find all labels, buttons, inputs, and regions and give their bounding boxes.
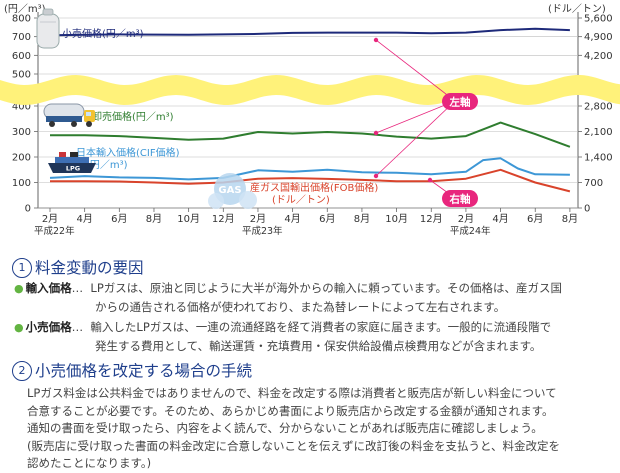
term-separator: … bbox=[71, 281, 84, 295]
left-tick-label: 700 bbox=[12, 32, 31, 43]
lpg-ship-label: LPG bbox=[66, 165, 80, 173]
x-era-label: 平成22年 bbox=[34, 225, 75, 237]
right-tick-label: 0 bbox=[584, 204, 590, 215]
procedure-text: LPガス料金は公共料金ではありませんので、料金を改定する際は消費者と販売店が新し… bbox=[27, 385, 560, 473]
x-tick-label: 4月 bbox=[492, 213, 508, 225]
left-tick-label: 600 bbox=[12, 51, 31, 62]
right-unit-label: (ドル／トン) bbox=[548, 3, 606, 15]
x-tick-label: 4月 bbox=[76, 213, 92, 225]
right-tick-label: 1,400 bbox=[584, 153, 613, 164]
section-title-text: 小売価格を改定する場合の手続 bbox=[35, 362, 253, 380]
term-line: 発生する費用として、輸送運賃・充填費用・保安供給設備点検費用などが含まれます。 bbox=[95, 339, 542, 353]
callout-dots bbox=[373, 37, 433, 183]
x-tick-label: 6月 bbox=[111, 213, 127, 225]
right-axis-callout-text: 右軸 bbox=[449, 193, 471, 206]
right-tick-label: 2,100 bbox=[584, 127, 613, 138]
series-lines bbox=[49, 27, 571, 193]
right-tick-labels: 0 700 1,400 2,100 2,800 4,200 4,900 5,600 bbox=[584, 14, 613, 215]
series-label-0: 小売価格(円／m³) bbox=[62, 27, 144, 40]
gas-cylinder-icon bbox=[36, 8, 60, 49]
x-tick-label: 6月 bbox=[319, 213, 335, 225]
series-line-2 bbox=[49, 157, 570, 181]
x-era-label: 平成24年 bbox=[450, 225, 491, 237]
term-import-price: ● 輸入価格… LPガスは、原油と同じように大半が海外からの輸入に頼っています。そ… bbox=[14, 279, 562, 317]
x-tick-label: 2月 bbox=[458, 213, 474, 225]
series-label-3: 産ガス国輸出価格(FOB価格) (ドル／トン) bbox=[250, 181, 378, 206]
bullet-icon: ● bbox=[14, 282, 24, 295]
right-axis-callout: 右軸 bbox=[442, 190, 478, 207]
procedure-line: 合意することが必要です。そのため、あらかじめ書面により販売店から改定する金額が通… bbox=[27, 403, 554, 418]
term-retail-price: ● 小売価格… 輸入したLPガスは、一連の流通経路を経て消費者の家庭に届きます。一… bbox=[14, 318, 551, 356]
series-labels: 小売価格(円／m³) 卸売価格(円／m³) 日本輸入価格(CIF価格) (円／m³) 産… bbox=[62, 27, 378, 206]
left-tick-label: 800 bbox=[12, 14, 31, 25]
right-tick-label: 700 bbox=[584, 178, 603, 189]
left-tick-label: 200 bbox=[12, 153, 31, 164]
price-chart: (円／m³) (ドル／トン) 0 100 200 300 400 500 600 700 800… bbox=[0, 3, 620, 237]
gas-bubble-icon: GAS bbox=[208, 173, 257, 209]
x-tick-label: 4月 bbox=[284, 213, 300, 225]
right-tick-label: 4,200 bbox=[584, 51, 613, 62]
series-label-1: 卸売価格(円／m³) bbox=[92, 110, 174, 123]
bullet-icon: ● bbox=[14, 321, 24, 334]
section-number: 1 bbox=[12, 258, 32, 278]
tanker-truck-icon bbox=[43, 103, 95, 127]
series-line-1 bbox=[50, 121, 571, 148]
x-tick-label: 8月 bbox=[562, 213, 578, 225]
gas-bubble-label: GAS bbox=[218, 185, 241, 196]
x-tick-label: 8月 bbox=[354, 213, 370, 225]
procedure-line: LPガス料金は公共料金ではありませんので、料金を改定する際は消費者と販売店が新し… bbox=[27, 386, 557, 400]
series-line-3 bbox=[50, 168, 571, 193]
term-line: からの通告される価格が使われており、また為替レートによって左右されます。 bbox=[95, 300, 506, 314]
x-tick-label: 12月 bbox=[212, 213, 235, 225]
right-tick-label: 4,900 bbox=[584, 32, 613, 43]
term-label: 小売価格 bbox=[25, 320, 72, 334]
x-tick-label: 2月 bbox=[250, 213, 266, 225]
x-tick-label: 8月 bbox=[146, 213, 162, 225]
series-line-0 bbox=[49, 27, 570, 37]
term-line: 輸入したLPガスは、一連の流通経路を経て消費者の家庭に届きます。一般的に流通段階… bbox=[90, 320, 552, 334]
section-title-text: 料金変動の要因 bbox=[35, 259, 144, 277]
term-label: 輸入価格 bbox=[25, 281, 72, 295]
procedure-line: 認めたことになります。) bbox=[27, 456, 152, 471]
series-label-2: 日本輸入価格(CIF価格) (円／m³) bbox=[76, 146, 180, 171]
left-axis-callout-text: 左軸 bbox=[449, 96, 471, 109]
section-title-price-factors: 1 料金変動の要因 bbox=[12, 256, 144, 278]
x-tick-label: 12月 bbox=[420, 213, 443, 225]
x-tick-label: 10月 bbox=[177, 213, 200, 225]
x-tick-label: 10月 bbox=[385, 213, 408, 225]
axis-break-wave bbox=[0, 75, 620, 105]
left-tick-label: 400 bbox=[12, 102, 31, 113]
callout-connectors bbox=[375, 39, 456, 199]
procedure-line: (販売店に受け取った書面の料金改定に合意しないことを伝えずに改訂後の料金を支払う… bbox=[27, 438, 561, 453]
left-tick-label: 300 bbox=[12, 127, 31, 138]
section-title-revision-procedure: 2 小売価格を改定する場合の手続 bbox=[12, 359, 252, 381]
left-unit-label: (円／m³) bbox=[4, 3, 46, 15]
right-tick-label: 2,800 bbox=[584, 102, 613, 113]
term-separator: … bbox=[71, 320, 84, 334]
x-tick-label: 6月 bbox=[527, 213, 543, 225]
left-tick-label: 500 bbox=[12, 70, 31, 81]
procedure-line: 通知の書面を受け取ったら、内容をよく読んで、分からないことがあれば販売店に確認し… bbox=[27, 421, 543, 436]
x-tick-label: 2月 bbox=[42, 213, 58, 225]
term-line: LPガスは、原油と同じように大半が海外からの輸入に頼っています。その価格は、産ガ… bbox=[90, 281, 563, 295]
right-tick-label: 5,600 bbox=[584, 14, 613, 25]
x-era-label: 平成23年 bbox=[242, 225, 283, 237]
left-tick-labels: 0 100 200 300 400 500 600 700 800 bbox=[12, 14, 31, 215]
left-axis-callout: 左軸 bbox=[442, 93, 478, 110]
section-number: 2 bbox=[12, 361, 32, 381]
left-tick-label: 0 bbox=[25, 204, 31, 215]
lpg-ship-icon: LPG bbox=[48, 152, 96, 173]
left-tick-label: 100 bbox=[12, 178, 31, 189]
